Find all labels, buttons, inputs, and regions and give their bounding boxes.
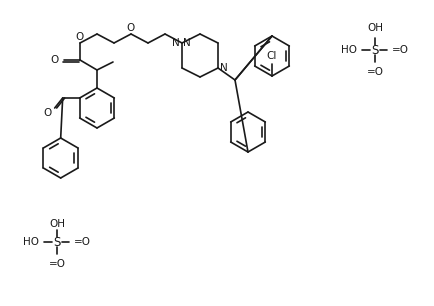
Text: HO: HO (340, 45, 356, 55)
Text: N: N (183, 38, 191, 48)
Text: Cl: Cl (266, 51, 276, 61)
Text: S: S (371, 43, 378, 57)
Text: =O: =O (366, 67, 383, 77)
Text: =O: =O (74, 237, 91, 247)
Text: HO: HO (23, 237, 39, 247)
Text: O: O (51, 55, 59, 65)
Text: OH: OH (49, 219, 65, 229)
Text: OH: OH (366, 23, 382, 33)
Text: =O: =O (391, 45, 408, 55)
Text: =O: =O (48, 259, 66, 269)
Text: S: S (53, 236, 61, 248)
Text: O: O (127, 23, 135, 33)
Text: O: O (76, 32, 84, 42)
Text: N: N (220, 63, 227, 73)
Text: N: N (172, 38, 180, 48)
Text: O: O (43, 108, 52, 118)
